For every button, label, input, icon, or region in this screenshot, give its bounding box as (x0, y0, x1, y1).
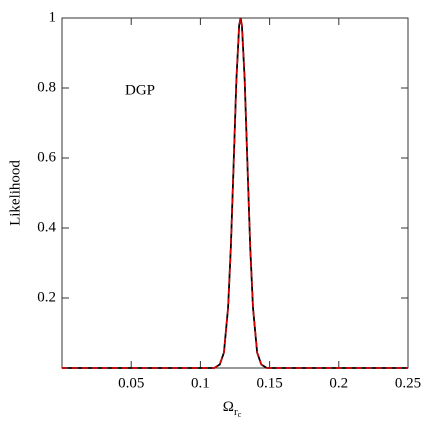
y-tick-label: 0.2 (37, 289, 56, 305)
x-label-main: Ω (223, 399, 234, 415)
x-label-sub: r (234, 406, 238, 418)
x-tick-label: 0.1 (191, 375, 210, 391)
plot-frame (61, 17, 409, 369)
annotation: DGP (125, 82, 155, 98)
x-label-subsub: c (238, 410, 242, 419)
x-tick-label: 0.15 (256, 375, 282, 391)
y-tick-label: 0.8 (37, 79, 56, 95)
x-tick-label: 0.05 (118, 375, 144, 391)
x-axis-label: Ωrc (223, 399, 242, 418)
y-tick-label: 0.6 (37, 149, 56, 165)
y-tick-label: 1 (49, 9, 57, 25)
x-tick-label: 0.2 (329, 375, 348, 391)
y-axis-label: Likelihood (7, 160, 23, 226)
y-tick-label: 0.4 (37, 219, 56, 235)
x-tick-label: 0.25 (395, 375, 421, 391)
line (62, 17, 408, 369)
line (62, 17, 408, 369)
